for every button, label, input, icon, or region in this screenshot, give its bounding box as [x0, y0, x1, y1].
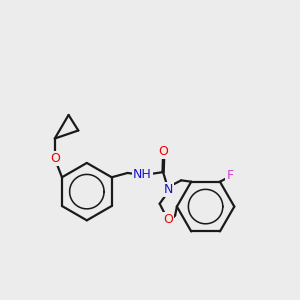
Text: F: F: [226, 169, 234, 182]
Text: N: N: [164, 183, 173, 196]
Text: O: O: [50, 152, 60, 165]
Text: O: O: [163, 213, 172, 226]
Text: O: O: [159, 145, 169, 158]
Text: NH: NH: [133, 168, 152, 181]
